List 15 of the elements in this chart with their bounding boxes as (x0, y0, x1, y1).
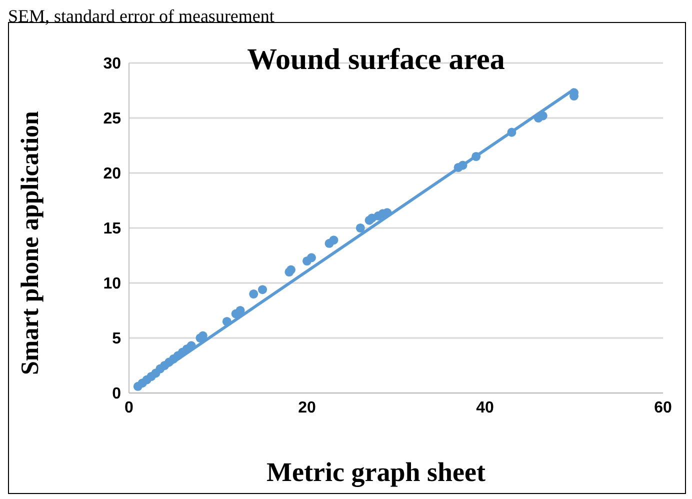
text: SEM, standard error of measurement (8, 6, 274, 26)
y-tick-label: 0 (112, 386, 122, 403)
x-tick-label: 60 (654, 399, 672, 416)
x-tick-label: 0 (124, 399, 134, 416)
y-tick-label: 15 (103, 220, 122, 238)
x-axis-title: Metric graph sheet (266, 457, 486, 488)
y-axis-title: Smart phone application (17, 111, 45, 375)
y-tick-label: 10 (103, 276, 122, 293)
chart-title: Wound surface area (247, 43, 505, 76)
x-tick-label: 20 (298, 399, 316, 416)
y-tick-label: 25 (103, 110, 122, 128)
y-tick-label: 30 (103, 56, 122, 73)
x-tick-label: 40 (476, 399, 494, 416)
y-tick-label: 20 (103, 166, 122, 183)
y-tick-label: 5 (112, 330, 122, 348)
